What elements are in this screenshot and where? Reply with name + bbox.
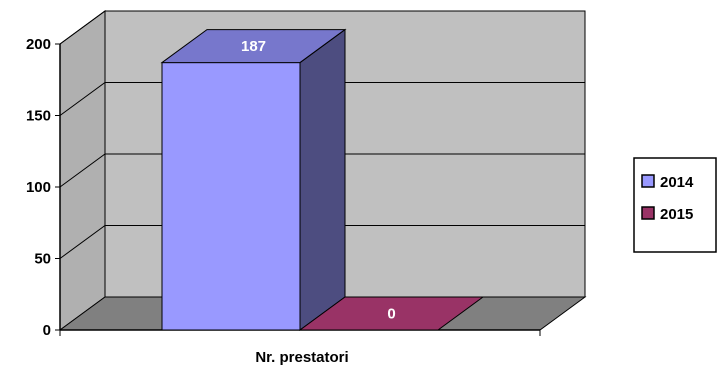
legend-label-2015: 2015 [660, 206, 693, 223]
legend-label-2014: 2014 [660, 174, 694, 191]
axes: 0 50 100 150 200 Nr. prestatori [26, 36, 541, 366]
bar-front [161, 62, 301, 331]
y-tick-label: 50 [34, 251, 51, 268]
legend: 2014 2015 [633, 157, 717, 253]
gridline [59, 82, 585, 116]
bar-top [160, 29, 347, 64]
gridline [59, 10, 585, 45]
legend-swatch-2014 [641, 174, 655, 188]
legend-box [633, 157, 717, 253]
bar-2014 [160, 28, 347, 331]
gridline [59, 225, 585, 259]
bar-2015 [298, 296, 485, 331]
gridline [59, 153, 585, 188]
x-category-label: Nr. prestatori [255, 349, 348, 366]
bar-flat [298, 296, 485, 331]
bars [160, 28, 485, 331]
y-tick-label: 0 [43, 322, 51, 339]
y-tick-label: 150 [26, 108, 51, 125]
y-tick-label: 200 [26, 36, 51, 53]
y-tick-label: 100 [26, 179, 51, 196]
gridlines [59, 10, 585, 259]
data-label-2014: 187 [241, 38, 266, 55]
data-label-2015: 0 [387, 306, 395, 323]
bar-side [299, 28, 346, 331]
legend-swatch-2015 [641, 206, 655, 220]
